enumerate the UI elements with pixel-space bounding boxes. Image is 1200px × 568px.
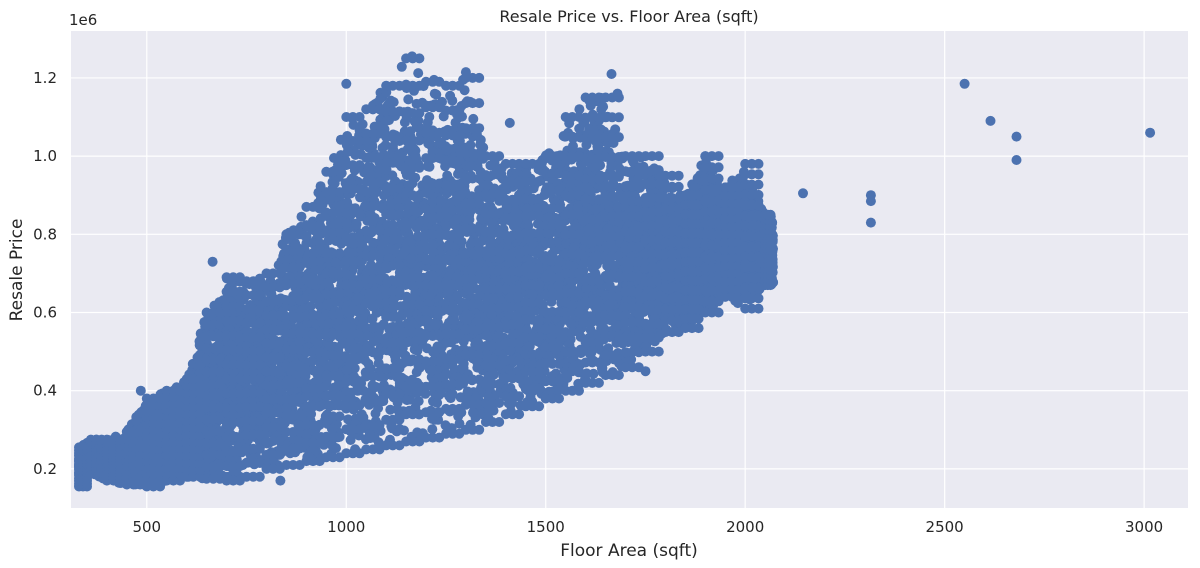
data-point [274,352,285,363]
data-point [325,360,336,371]
data-point [374,322,385,333]
data-point [330,257,341,268]
data-point [411,98,422,109]
data-point [366,260,376,270]
data-point [323,318,334,329]
data-point [388,302,399,313]
data-point [394,312,405,322]
data-point [414,162,425,173]
data-point [365,432,376,443]
data-point [349,343,360,353]
data-point [424,291,435,302]
data-point [426,365,437,376]
data-point [374,371,385,382]
data-point [254,471,265,482]
data-point [314,238,325,249]
data-point [354,112,365,122]
data-point [394,337,405,348]
data-point [341,218,352,229]
data-point [371,382,382,392]
data-point [409,205,420,216]
data-point [382,277,393,288]
data-point [394,363,405,374]
data-point [334,248,345,259]
data-point [410,150,421,161]
data-point [424,111,435,122]
data-point [429,88,440,99]
data-point [368,215,378,226]
data-point [192,352,203,363]
data-point [414,272,425,283]
data-point [382,115,392,126]
data-point [334,411,345,422]
data-point [406,253,416,264]
data-point [343,247,354,258]
data-point [389,350,400,361]
data-point [296,211,307,222]
data-point [314,401,325,412]
data-point [413,68,424,79]
data-point [409,116,420,127]
data-point [374,225,385,236]
data-point [402,395,412,406]
data-point [367,313,378,324]
data-point [421,315,432,326]
data-point [131,415,141,426]
data-point [432,343,443,354]
data-point [306,356,317,367]
data-point [342,146,353,157]
data-point [312,229,323,240]
data-point [294,245,305,256]
data-point [430,318,441,329]
data-points [74,51,1156,492]
data-point [412,345,423,356]
data-point [334,431,345,442]
data-point [341,269,352,280]
data-point [325,341,336,352]
data-point [387,141,398,152]
data-point [392,397,403,408]
data-point [324,401,335,412]
data-point [374,201,385,212]
